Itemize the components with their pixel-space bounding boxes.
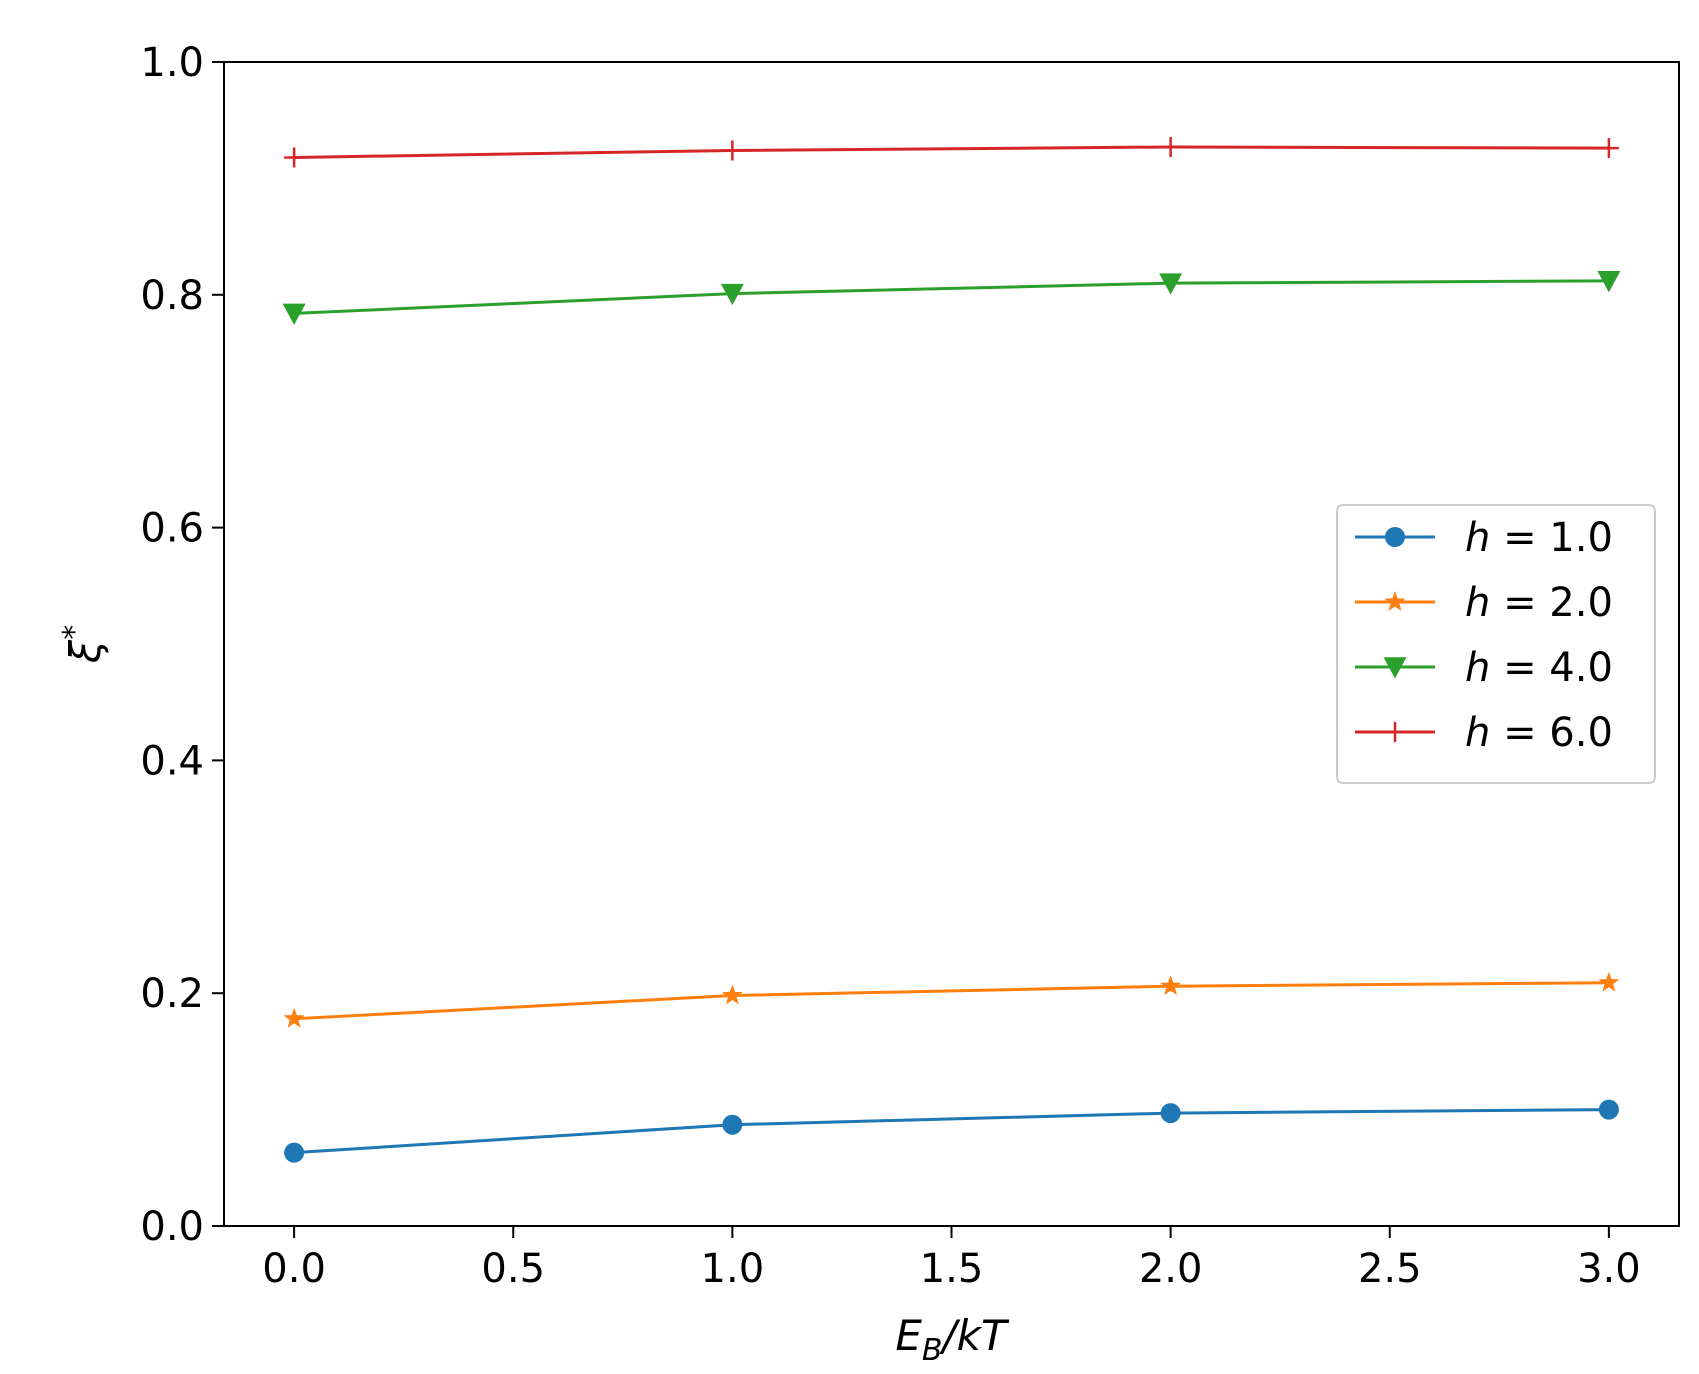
legend-entry: h = 2.0 bbox=[1355, 580, 1613, 626]
y-axis-label: ξ* bbox=[57, 625, 110, 664]
x-axis-label-sub: B bbox=[922, 1333, 943, 1368]
y-axis-label-sup: * bbox=[57, 625, 92, 640]
legend-marker bbox=[1383, 657, 1407, 679]
legend-label-value: = 6.0 bbox=[1490, 710, 1613, 756]
x-axis-label-rest: /kT bbox=[939, 1311, 1010, 1360]
legend-label-var: h bbox=[1465, 580, 1490, 626]
x-tick-label: 0.5 bbox=[481, 1246, 545, 1292]
legend-marker bbox=[1384, 591, 1406, 611]
legend: h = 1.0h = 2.0h = 4.0h = 6.0 bbox=[1336, 504, 1656, 784]
legend-label: h = 6.0 bbox=[1465, 710, 1613, 756]
legend-marker bbox=[1385, 722, 1405, 742]
legend-label-var: h bbox=[1465, 645, 1490, 691]
legend-label-var: h bbox=[1465, 515, 1490, 561]
x-axis-label: EB/kT bbox=[895, 1311, 1010, 1368]
legend-label-value: = 2.0 bbox=[1490, 580, 1613, 626]
y-tick-label: 0.2 bbox=[140, 971, 204, 1017]
legend-label: h = 4.0 bbox=[1465, 645, 1613, 691]
y-tick-label: 1.0 bbox=[140, 40, 204, 86]
legend-frame bbox=[1336, 504, 1656, 784]
legend-label-value: = 1.0 bbox=[1490, 515, 1613, 561]
x-tick-label: 0.0 bbox=[262, 1246, 326, 1292]
data-point bbox=[1160, 1103, 1181, 1124]
series-3 bbox=[282, 271, 1621, 325]
legend-label: h = 1.0 bbox=[1465, 515, 1613, 561]
data-point bbox=[1598, 1099, 1619, 1120]
legend-entry: h = 1.0 bbox=[1355, 515, 1613, 561]
x-tick-label: 2.0 bbox=[1139, 1246, 1203, 1292]
legend-entry: h = 6.0 bbox=[1355, 710, 1613, 756]
x-tick-label: 3.0 bbox=[1577, 1246, 1641, 1292]
x-tick-label: 2.5 bbox=[1358, 1246, 1422, 1292]
data-point bbox=[722, 140, 743, 161]
data-point bbox=[720, 283, 744, 306]
plot-frame bbox=[223, 61, 1680, 1227]
x-tick-label: 1.5 bbox=[920, 1246, 984, 1292]
series-4 bbox=[284, 136, 1619, 168]
data-point bbox=[1598, 971, 1620, 992]
x-axis-label-main: E bbox=[895, 1311, 922, 1360]
data-point bbox=[282, 303, 306, 325]
data-point bbox=[283, 1007, 305, 1028]
y-tick-label: 0.4 bbox=[140, 738, 204, 784]
series-line bbox=[294, 1108, 1609, 1155]
legend-entry: h = 4.0 bbox=[1355, 645, 1613, 691]
series-2 bbox=[283, 971, 1620, 1028]
legend-label: h = 2.0 bbox=[1465, 580, 1613, 626]
y-tick-label: 0.8 bbox=[140, 273, 204, 319]
x-tick-label: 1.0 bbox=[701, 1246, 765, 1292]
data-point bbox=[1159, 273, 1183, 295]
series-line bbox=[294, 279, 1609, 315]
series-line bbox=[294, 145, 1609, 159]
data-point bbox=[284, 1142, 305, 1163]
y-tick-label: 0.0 bbox=[140, 1204, 204, 1250]
data-point bbox=[1597, 271, 1621, 293]
legend-label-var: h bbox=[1465, 710, 1490, 756]
legend-marker bbox=[1385, 527, 1405, 547]
series-1 bbox=[284, 1099, 1619, 1163]
legend-label-value: = 4.0 bbox=[1490, 645, 1613, 691]
data-point bbox=[284, 147, 305, 168]
data-point bbox=[1160, 136, 1181, 157]
data-point bbox=[721, 984, 743, 1005]
data-point bbox=[1160, 975, 1182, 996]
data-point bbox=[722, 1114, 743, 1135]
y-tick-label: 0.6 bbox=[140, 506, 204, 552]
data-point bbox=[1598, 138, 1619, 159]
y-axis-label-main: ξ bbox=[61, 639, 110, 664]
series-line bbox=[294, 981, 1609, 1021]
